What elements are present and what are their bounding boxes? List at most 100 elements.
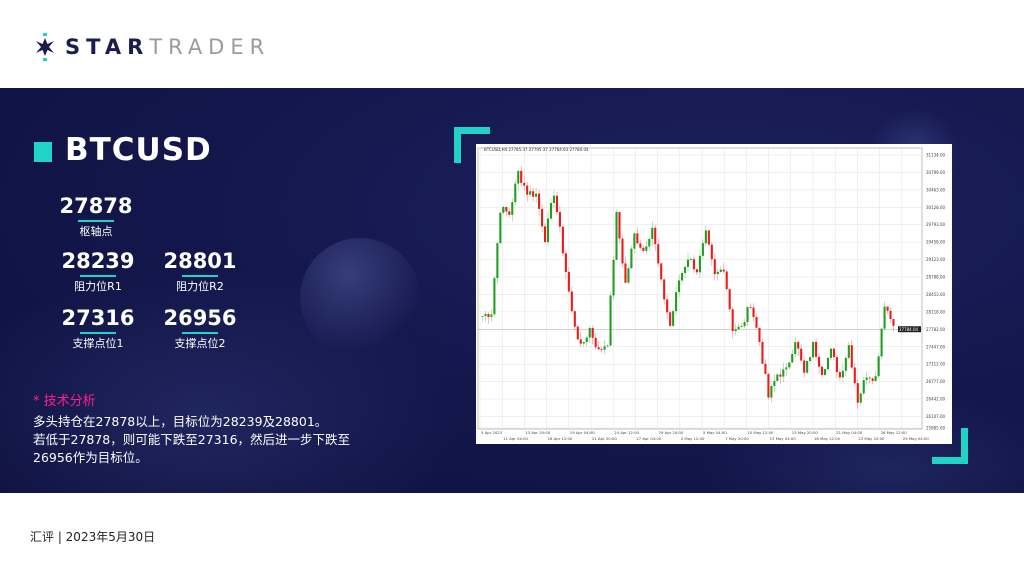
candle-down	[707, 230, 710, 245]
candle-down	[579, 339, 582, 344]
candle-up	[627, 268, 630, 283]
candle-down	[526, 185, 529, 195]
x-tick-label: 5 May 04:00	[703, 430, 727, 435]
y-tick-label: 30799.00	[926, 170, 946, 175]
y-tick-label: 28788.00	[926, 275, 946, 280]
candle-up	[782, 369, 785, 377]
candle-up	[606, 345, 609, 347]
candle-down	[532, 191, 535, 197]
x-tick-label: 13 Apr 20:00	[525, 430, 550, 435]
y-tick-label: 28453.00	[926, 292, 946, 297]
y-tick-label: 27112.00	[926, 362, 946, 367]
candle-down	[600, 349, 603, 351]
candle-up	[678, 280, 681, 293]
candle-up	[806, 361, 809, 373]
candle-down	[886, 306, 889, 311]
candle-down	[594, 337, 597, 348]
candle-down	[779, 374, 782, 377]
candle-down	[654, 227, 657, 245]
x-tick-label: 24 Apr 12:00	[614, 430, 639, 435]
candle-up	[746, 307, 749, 323]
title-marker	[34, 142, 52, 162]
candle-up	[698, 255, 701, 273]
candle-up	[743, 322, 746, 327]
logo-text-bold: STAR	[65, 35, 150, 59]
candle-down	[803, 360, 806, 373]
y-tick-label: 30128.00	[926, 205, 946, 210]
candle-down	[660, 263, 663, 280]
startrader-logo: STAR TRADER	[33, 33, 270, 61]
candle-up	[633, 233, 636, 249]
candle-up	[809, 357, 812, 362]
candle-down	[564, 253, 567, 272]
header: STAR TRADER	[0, 0, 1024, 88]
candle-up	[585, 337, 588, 343]
candle-down	[538, 193, 541, 209]
candle-up	[794, 342, 797, 355]
candle-down	[853, 367, 856, 384]
candle-down	[520, 170, 523, 183]
x-tick-label: 13 May 04:00	[770, 436, 797, 441]
candle-up	[609, 295, 612, 346]
candle-up	[823, 369, 827, 375]
candle-down	[636, 233, 639, 244]
candle-down	[558, 212, 561, 227]
candle-down	[755, 317, 758, 328]
candle-up	[490, 314, 493, 317]
underline	[80, 332, 116, 334]
r1-value: 28239	[61, 249, 135, 273]
candle-down	[832, 348, 835, 358]
y-tick-label: 29458.00	[926, 240, 946, 245]
candle-up	[549, 202, 553, 219]
x-tick-label: 11 Apr 04:00	[503, 436, 528, 441]
candle-down	[815, 341, 818, 357]
candle-up	[502, 206, 505, 213]
candle-down	[567, 271, 570, 292]
candlestick-chart: 31134.00 30799.00 30463.00 30128.00 29793.00…	[477, 147, 946, 441]
candle-down	[764, 363, 767, 374]
candle-down	[835, 357, 838, 373]
candle-down	[692, 259, 695, 270]
x-tick-label: 29 Apr 20:00	[659, 430, 684, 435]
y-tick-label: 31134.00	[926, 153, 946, 158]
candle-up	[788, 362, 791, 368]
candle-down	[818, 356, 821, 367]
candle-down	[713, 259, 716, 275]
candle-down	[573, 311, 576, 327]
candle-up	[877, 356, 880, 377]
x-tick-label: 21 May 04:00	[836, 430, 863, 435]
candle-up	[701, 243, 704, 256]
candle-up	[791, 354, 794, 363]
candle-up	[499, 212, 502, 244]
candle-down	[800, 348, 803, 361]
candle-up	[704, 230, 707, 244]
underline	[80, 275, 116, 277]
y-tick-label: 26442.00	[926, 397, 946, 402]
s2-value: 26956	[163, 306, 237, 330]
candle-down	[570, 291, 573, 312]
candle-up	[588, 327, 591, 338]
underline	[182, 275, 218, 277]
y-tick-label: 29793.00	[926, 222, 946, 227]
s1-label: 支撑点位1	[72, 337, 124, 350]
x-tick-label: 26 May 12:00	[881, 430, 908, 435]
plot-frame	[477, 147, 923, 430]
candle-up	[862, 380, 865, 394]
candle-down	[761, 341, 764, 364]
candle-up	[672, 311, 675, 326]
r2-level: 28801 阻力位R2	[150, 249, 250, 294]
x-tick-label: 21 Apr 20:00	[592, 436, 617, 441]
current-price-label: 27784.04	[899, 327, 919, 332]
price-chart: 31134.00 30799.00 30463.00 30128.00 29793.00…	[476, 144, 952, 444]
candle-up	[776, 374, 779, 381]
y-tick-label: 30463.00	[926, 187, 946, 192]
candle-up	[773, 380, 776, 386]
analysis-line: 26956作为目标位。	[33, 450, 148, 465]
candle-up	[740, 326, 743, 327]
candle-down	[639, 243, 642, 248]
candle-up	[681, 272, 684, 281]
candle-down	[508, 211, 511, 215]
candle-down	[752, 307, 755, 318]
candle-down	[889, 310, 892, 319]
candle-up	[552, 195, 556, 203]
